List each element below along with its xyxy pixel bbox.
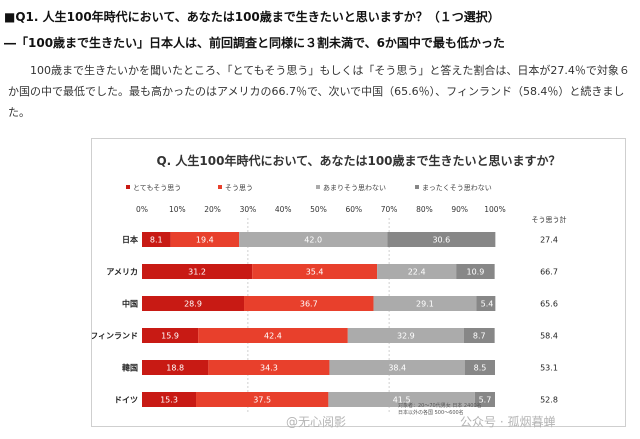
total-column-header: そう思う計	[532, 215, 567, 224]
bar-segment	[464, 360, 495, 375]
bar-value-label: 15.9	[161, 332, 179, 341]
bar-segment	[142, 360, 209, 375]
source-note: 対象者：20〜70代男女 日本 2400名 日本以外の各国 500〜600名	[398, 403, 482, 417]
legend-label: そう思う	[225, 184, 253, 192]
bar-segment	[239, 232, 388, 247]
source-line-2: 日本以外の各国 500〜600名	[398, 410, 464, 416]
bar-segment	[328, 392, 475, 407]
bar-segment	[170, 232, 240, 247]
bar-segment	[456, 264, 495, 279]
bar-segment	[142, 328, 199, 343]
bar-value-label: 32.9	[397, 332, 415, 341]
category-label: アメリカ	[106, 268, 138, 277]
total-value: 66.7	[540, 268, 558, 277]
legend-swatch	[316, 185, 320, 189]
bar-segment	[196, 392, 329, 407]
stacked-bar-chart: とてもそう思う そう思う あまりそう思わない まったくそう思わない 0% 10% 20% 30…	[92, 184, 567, 413]
total-value: 52.8	[540, 396, 558, 405]
legend-swatch	[415, 185, 419, 189]
total-value: 27.4	[540, 236, 558, 245]
bar-value-label: 22.4	[408, 268, 426, 277]
bar-segment	[377, 264, 457, 279]
category-label: フィンランド	[92, 332, 138, 341]
legend-swatch	[218, 185, 222, 189]
bar-value-label: 8.5	[474, 364, 487, 373]
bar-segment	[244, 296, 374, 311]
bar-value-label: 42.0	[304, 236, 322, 245]
bar-value-label: 8.7	[473, 332, 486, 341]
x-tick-label: 100%	[484, 205, 505, 214]
bar-value-label: 28.9	[184, 300, 202, 309]
bar-segment	[252, 264, 378, 279]
bar-segment	[142, 296, 245, 311]
bar-value-label: 34.3	[260, 364, 278, 373]
bar-value-label: 37.5	[253, 396, 271, 405]
x-tick-label: 60%	[345, 205, 362, 214]
bar-value-label: 15.3	[160, 396, 178, 405]
bar-segment	[329, 360, 465, 375]
bar-value-label: 30.6	[432, 236, 450, 245]
bar-segment	[198, 328, 348, 343]
bar-value-label: 38.4	[388, 364, 406, 373]
category-label: 中国	[122, 299, 138, 309]
x-tick-label: 30%	[240, 205, 257, 214]
bar-segment	[347, 328, 464, 343]
bar-value-label: 42.4	[264, 332, 282, 341]
legend-label: まったくそう思わない	[422, 184, 492, 192]
category-label: 日本	[122, 235, 138, 245]
bar-segment	[474, 392, 495, 407]
bar-value-label: 8.1	[150, 236, 163, 245]
bar-value-label: 5.4	[481, 300, 494, 309]
chart-title: Q. 人生100年時代において、あなたは100歳まで生きたいと思いますか？	[156, 154, 561, 168]
x-tick-label: 20%	[204, 205, 221, 214]
bar-segment	[142, 232, 171, 247]
bar-value-label: 35.4	[306, 268, 324, 277]
bar-segment	[142, 392, 197, 407]
x-tick-label: 90%	[451, 205, 468, 214]
summary-paragraph: 100歳まで生きたいかを聞いたところ、「とてもそう思う」もしくは「そう思う」と答…	[8, 60, 632, 123]
question-heading: ■Q1. 人生100年時代において、あなたは100歳まで生きたいと思いますか？（…	[4, 10, 500, 24]
bar-value-label: 10.9	[467, 268, 485, 277]
x-tick-label: 50%	[310, 205, 327, 214]
bar-segment	[373, 296, 477, 311]
x-tick-label: 40%	[275, 205, 292, 214]
total-value: 53.1	[540, 364, 558, 373]
bar-segment	[476, 296, 496, 311]
bar-value-label: 5.7	[479, 396, 492, 405]
legend-label: とてもそう思う	[133, 184, 181, 192]
bar-segment	[208, 360, 330, 375]
x-tick-label: 10%	[169, 205, 186, 214]
summary-text: 100歳まで生きたいかを聞いたところ、「とてもそう思う」もしくは「そう思う」と答…	[8, 64, 630, 119]
source-line-1: 対象者：20〜70代男女 日本 2400名	[398, 403, 482, 409]
bar-value-label: 29.1	[416, 300, 434, 309]
finding-subheading: ―「100歳まで生きたい」日本人は、前回調査と同様に３割未満で、6か国中で最も低…	[4, 36, 505, 50]
bar-value-label: 19.4	[196, 236, 214, 245]
bar-segment	[463, 328, 495, 343]
x-tick-label: 0%	[136, 205, 148, 214]
legend-swatch	[126, 185, 130, 189]
total-value: 65.6	[540, 300, 558, 309]
bar-value-label: 36.7	[300, 300, 318, 309]
x-tick-label: 80%	[416, 205, 433, 214]
x-tick-label: 70%	[381, 205, 398, 214]
legend-label: あまりそう思わない	[323, 184, 386, 192]
total-value: 58.4	[540, 332, 558, 341]
bar-segment	[387, 232, 496, 247]
bar-value-label: 18.8	[166, 364, 184, 373]
bar-value-label: 31.2	[188, 268, 206, 277]
bar-value-label: 41.5	[393, 396, 411, 405]
category-label: 韓国	[122, 363, 138, 373]
bar-segment	[142, 264, 253, 279]
category-label: ドイツ	[114, 396, 138, 405]
chart-container: Q. 人生100年時代において、あなたは100歳まで生きたいと思いますか？ とて…	[91, 138, 626, 427]
